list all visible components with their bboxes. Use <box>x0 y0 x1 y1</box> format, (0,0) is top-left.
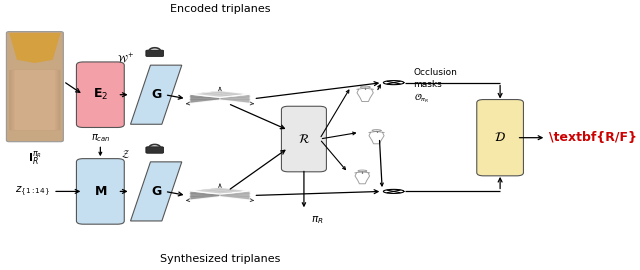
Text: \textbf{R/F}: \textbf{R/F} <box>548 131 637 144</box>
Polygon shape <box>189 191 220 200</box>
FancyBboxPatch shape <box>76 159 124 224</box>
Text: $\pi_{can}$: $\pi_{can}$ <box>90 132 110 144</box>
Text: $\mathbf{E}_2$: $\mathbf{E}_2$ <box>93 87 108 102</box>
Text: $\mathcal{W}^+$: $\mathcal{W}^+$ <box>117 50 135 64</box>
Text: Encoded triplanes: Encoded triplanes <box>170 4 270 14</box>
Text: $\mathbf{G}$: $\mathbf{G}$ <box>151 88 162 101</box>
FancyBboxPatch shape <box>13 70 57 130</box>
Text: $\mathbf{I}_R^{\pi_R}$: $\mathbf{I}_R^{\pi_R}$ <box>28 150 42 168</box>
FancyBboxPatch shape <box>15 70 55 130</box>
FancyBboxPatch shape <box>76 62 124 127</box>
Polygon shape <box>189 94 220 103</box>
Polygon shape <box>131 162 182 221</box>
Polygon shape <box>131 65 182 124</box>
FancyBboxPatch shape <box>14 70 56 130</box>
FancyBboxPatch shape <box>12 70 58 130</box>
Text: $\mathcal{D}$: $\mathcal{D}$ <box>494 131 506 144</box>
FancyBboxPatch shape <box>477 100 524 176</box>
FancyBboxPatch shape <box>282 106 326 172</box>
Text: $\pi_R$: $\pi_R$ <box>311 214 323 225</box>
Polygon shape <box>220 94 250 103</box>
Text: $\mathbf{M}$: $\mathbf{M}$ <box>93 185 107 198</box>
FancyBboxPatch shape <box>6 32 63 142</box>
FancyBboxPatch shape <box>146 50 164 56</box>
Polygon shape <box>9 33 61 63</box>
FancyBboxPatch shape <box>10 70 60 130</box>
Polygon shape <box>189 90 250 97</box>
Text: $\mathbf{G}$: $\mathbf{G}$ <box>151 185 162 198</box>
Polygon shape <box>220 191 250 200</box>
Text: Synthesized triplanes: Synthesized triplanes <box>160 254 280 264</box>
Text: $\mathcal{Z}$: $\mathcal{Z}$ <box>122 148 131 160</box>
FancyBboxPatch shape <box>9 70 61 130</box>
FancyBboxPatch shape <box>146 147 164 153</box>
Polygon shape <box>189 187 250 194</box>
Text: $z_{\{1:14\}}$: $z_{\{1:14\}}$ <box>15 184 50 198</box>
Text: Occlusion
masks
$\mathcal{O}_{\pi_R}$: Occlusion masks $\mathcal{O}_{\pi_R}$ <box>413 69 458 105</box>
Text: $\mathcal{R}$: $\mathcal{R}$ <box>298 133 310 146</box>
